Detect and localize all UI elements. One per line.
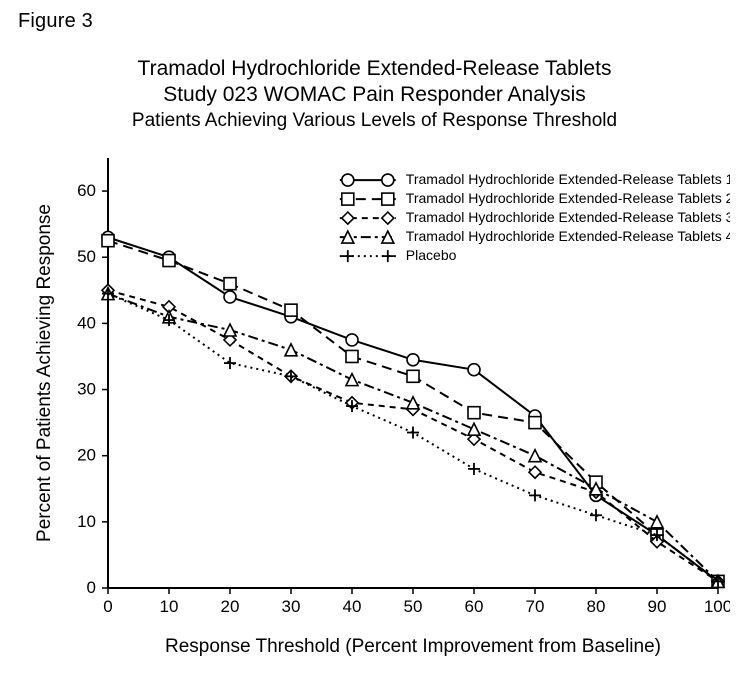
series-placebo: [102, 288, 724, 588]
legend-label-t200: Tramadol Hydrochloride Extended-Release …: [406, 190, 730, 206]
title-line-3: Patients Achieving Various Levels of Res…: [0, 109, 749, 134]
y-tick-label: 60: [77, 181, 96, 200]
plot-series: [102, 231, 724, 587]
x-tick-label: 100: [704, 597, 730, 616]
x-tick-label: 60: [465, 597, 484, 616]
y-tick-label: 50: [77, 247, 96, 266]
x-tick-label: 30: [282, 597, 301, 616]
figure-label: Figure 3: [18, 10, 93, 33]
title-line-2: Study 023 WOMAC Pain Responder Analysis: [0, 82, 749, 108]
title-line-1: Tramadol Hydrochloride Extended-Release …: [0, 56, 749, 82]
y-tick-label: 10: [77, 512, 96, 531]
chart-area: 0 10 20 30 40 50 60 0 10 20 30 40 50 60 70 80 90 100 Perce…: [30, 150, 730, 670]
x-tick-label: 80: [587, 597, 606, 616]
x-tick-label: 50: [404, 597, 423, 616]
x-tick-label: 0: [103, 597, 112, 616]
legend-label-t300: Tramadol Hydrochloride Extended-Release …: [406, 209, 730, 225]
x-tick-label: 90: [648, 597, 667, 616]
legend-label-placebo: Placebo: [406, 247, 457, 263]
y-tick-label: 0: [87, 578, 96, 597]
x-tick-label: 10: [160, 597, 179, 616]
y-tick-label: 20: [77, 446, 96, 465]
y-tick-label: 30: [77, 380, 96, 399]
y-axis-label: Percent of Patients Achieving Response: [34, 204, 55, 542]
x-axis-label: Response Threshold (Percent Improvement …: [165, 636, 661, 657]
y-tick-label: 40: [77, 313, 96, 332]
x-tick-label: 20: [221, 597, 240, 616]
legend: Tramadol Hydrochloride Extended-Release …: [334, 165, 730, 268]
x-tick-label: 70: [526, 597, 545, 616]
chart-titles: Tramadol Hydrochloride Extended-Release …: [0, 56, 749, 133]
x-tick-label: 40: [343, 597, 362, 616]
legend-label-t400: Tramadol Hydrochloride Extended-Release …: [406, 228, 730, 244]
legend-label-t100: Tramadol Hydrochloride Extended-Release …: [406, 171, 730, 187]
